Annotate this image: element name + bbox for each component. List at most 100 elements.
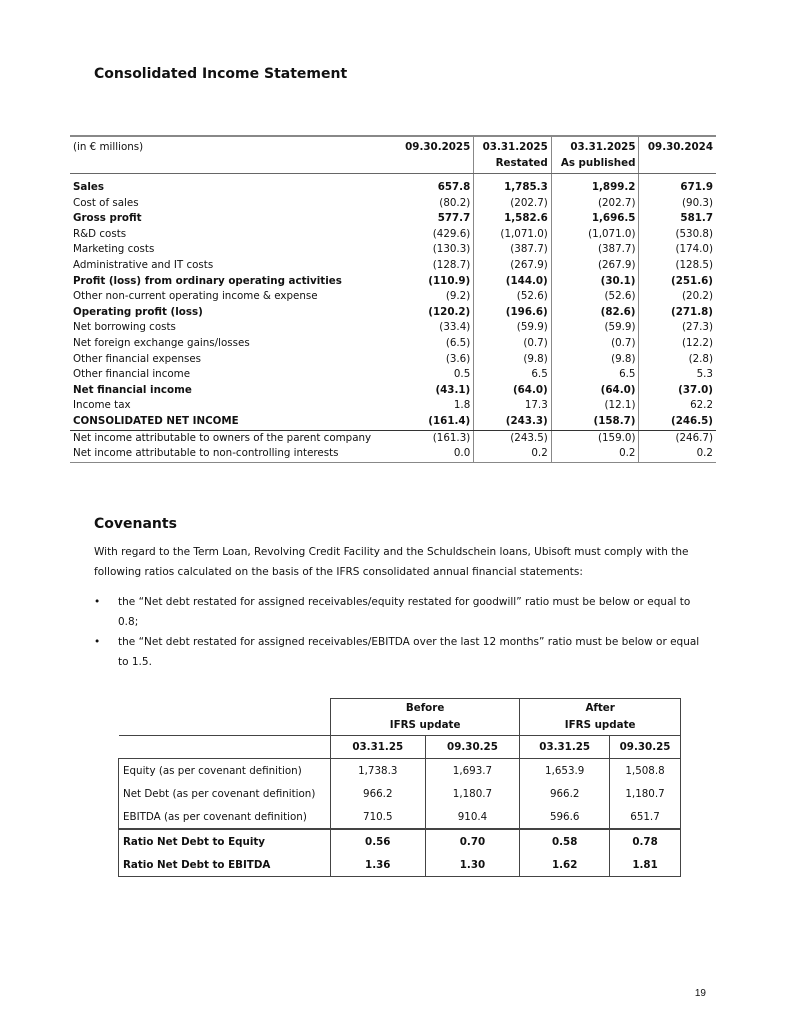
row-label: Profit (loss) from ordinary operating ac… — [73, 274, 342, 287]
cell-value: 1.36 — [329, 853, 426, 877]
table-row: Administrative and IT costs (128.7) (267.9… — [70, 257, 716, 274]
cell-value: (3.6) — [445, 352, 471, 365]
cell-value: (2.8) — [638, 351, 716, 368]
column-date: 03.31.2025 — [482, 141, 548, 153]
table-row: Gross profit 577.7 1,582.6 1,696.5 581.7 — [70, 211, 716, 227]
group-header: After IFRS update — [519, 698, 681, 736]
cell-value: 966.2 — [519, 782, 611, 805]
cell-value: 596.6 — [519, 805, 611, 829]
cell-value: 1,180.7 — [609, 782, 681, 805]
table-row: R&D costs (429.6) (1,071.0) (1,071.0) (530.8… — [70, 226, 716, 243]
cell-value: (33.4) — [439, 321, 471, 334]
unit-label: (in € millions) — [70, 136, 397, 174]
table-row: Ratio Net Debt to EBITDA 1.36 1.30 1.62 1.81 — [118, 853, 681, 877]
row-label: Gross profit — [73, 212, 142, 225]
header-row: (in € millions) 09.30.2025 03.31.2025 Resta… — [70, 136, 716, 174]
cell-value: (80.2) — [439, 196, 471, 209]
spacer-cell — [550, 173, 639, 180]
date-header: 09.30.25 — [424, 735, 521, 759]
cell-value: 5.3 — [638, 367, 716, 383]
covenants-title: Covenants — [94, 516, 177, 532]
date-header: 03.31.25 — [519, 735, 611, 759]
cell-value: (128.5) — [638, 257, 716, 274]
cell-value: (202.7) — [473, 195, 552, 212]
cell-value: (6.5) — [445, 336, 471, 349]
cell-value: (387.7) — [473, 242, 552, 258]
cell-value: (120.2) — [428, 305, 471, 318]
bullet-text: the “Net debt restated for assigned rece… — [118, 596, 691, 628]
row-label: Income tax — [73, 399, 131, 412]
cell-value: 62.2 — [638, 398, 716, 414]
cell-value: 1,785.3 — [473, 180, 552, 196]
row-label: Marketing costs — [73, 243, 155, 256]
cell-value: 1,582.6 — [473, 211, 552, 227]
cell-value: 910.4 — [424, 805, 521, 829]
table-row: Operating profit (loss) (120.2) (196.6) (82… — [70, 304, 716, 321]
table-row: Net income attributable to owners of the… — [70, 430, 716, 447]
table-row: Ratio Net Debt to Equity 0.56 0.70 0.58 0.78 — [118, 828, 681, 853]
row-label: Net income attributable to owners of the… — [73, 431, 372, 444]
row-label: Other non-current operating income & exp… — [73, 290, 318, 303]
cell-value: 17.3 — [473, 398, 552, 414]
row-label: Administrative and IT costs — [73, 258, 214, 271]
cell-value: 671.9 — [638, 180, 716, 196]
income-statement-table: (in € millions) 09.30.2025 03.31.2025 Resta… — [70, 135, 716, 463]
row-label: Operating profit (loss) — [73, 305, 203, 318]
cell-value: (144.0) — [473, 273, 552, 290]
cell-value: (251.6) — [638, 273, 716, 290]
cell-value: (20.2) — [638, 289, 716, 305]
cell-value: (271.8) — [638, 304, 716, 321]
group-header-text: After — [585, 702, 615, 714]
table-row: Profit (loss) from ordinary operating ac… — [70, 273, 716, 290]
cell-value: 0.78 — [609, 828, 681, 853]
cell-value: (128.7) — [432, 258, 471, 271]
date-header: 03.31.25 — [329, 735, 426, 759]
cell-value: 710.5 — [329, 805, 426, 829]
table-row: Other non-current operating income & exp… — [70, 289, 716, 305]
table-row: Sales 657.8 1,785.3 1,899.2 671.9 — [70, 180, 716, 196]
cell-value: (43.1) — [435, 383, 471, 396]
row-label: R&D costs — [73, 227, 127, 240]
cell-value: (202.7) — [550, 195, 639, 212]
cell-value: (52.6) — [473, 289, 552, 305]
cell-value: (37.0) — [638, 382, 716, 399]
cell-value: 1.62 — [519, 853, 611, 877]
cell-value: 966.2 — [329, 782, 426, 805]
cell-value: (161.3) — [432, 431, 471, 444]
page-number: 19 — [694, 988, 706, 999]
date-header-row: 03.31.25 09.30.25 03.31.25 09.30.25 — [118, 735, 681, 759]
column-date: 09.30.2025 — [405, 141, 471, 153]
cell-value: 0.5 — [453, 368, 471, 381]
covenants-intro: With regard to the Term Loan, Revolving … — [94, 546, 689, 578]
cell-value: (174.0) — [638, 242, 716, 258]
cell-value: (0.7) — [473, 335, 552, 352]
row-label: Other financial expenses — [73, 352, 202, 365]
table-row: Other financial income 0.5 6.5 6.5 5.3 — [70, 367, 716, 383]
empty-cell — [118, 735, 331, 759]
table-row: Income tax 1.8 17.3 (12.1) 62.2 — [70, 398, 716, 414]
cell-value: 1.30 — [424, 853, 521, 877]
cell-value: 581.7 — [638, 211, 716, 227]
cell-value: (267.9) — [473, 257, 552, 274]
cell-value: (130.3) — [432, 243, 471, 256]
cell-value: (64.0) — [473, 382, 552, 399]
cell-value: (82.6) — [550, 304, 639, 321]
spacer-cell — [638, 173, 716, 180]
row-label: Net borrowing costs — [73, 321, 176, 334]
income-statement-title: Consolidated Income Statement — [94, 66, 348, 82]
row-label: Other financial income — [73, 368, 191, 381]
column-date: 09.30.2024 — [647, 141, 713, 153]
cell-value: (59.9) — [473, 320, 552, 336]
cell-value: (110.9) — [428, 274, 471, 287]
cell-value: 6.5 — [550, 367, 639, 383]
bullet-item: • the “Net debt restated for assigned rec… — [94, 592, 708, 632]
cell-value: 0.2 — [473, 446, 552, 463]
table-row: CONSOLIDATED NET INCOME (161.4) (243.3) (15… — [70, 413, 716, 431]
cell-value: (52.6) — [550, 289, 639, 305]
column-header: 03.31.2025 As published — [550, 136, 639, 174]
group-header-text: IFRS update — [564, 719, 636, 731]
cell-value: (1,071.0) — [550, 226, 639, 243]
row-label: Net income attributable to non-controlli… — [70, 446, 397, 463]
cell-value: (30.1) — [550, 273, 639, 290]
cell-value: 0.56 — [329, 828, 426, 853]
